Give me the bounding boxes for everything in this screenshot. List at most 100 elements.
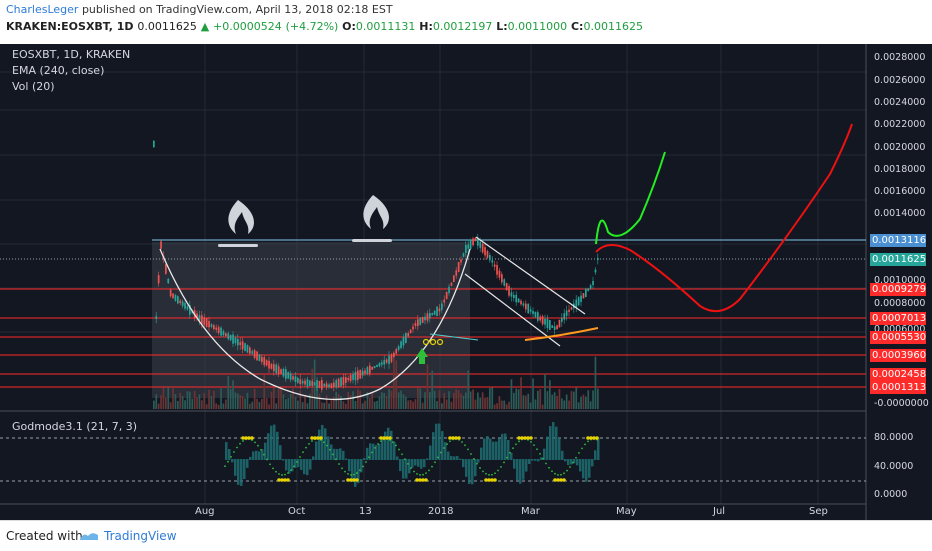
volume-bar xyxy=(186,391,189,409)
osc-bar xyxy=(234,459,237,476)
osc-bar xyxy=(582,459,585,479)
volume-bar xyxy=(597,388,599,409)
osc-point xyxy=(278,473,280,475)
osc-point xyxy=(530,441,532,443)
candle-body xyxy=(234,337,237,344)
chart-canvas[interactable] xyxy=(0,44,932,520)
osc-point xyxy=(563,472,565,475)
candle-body xyxy=(277,366,280,375)
volume-bar xyxy=(160,394,162,409)
candle-body xyxy=(539,316,542,321)
tradingview-link[interactable]: TradingView xyxy=(104,529,177,543)
osc-signal-dot xyxy=(382,436,386,440)
volume-bar xyxy=(489,388,491,409)
osc-point xyxy=(395,444,397,447)
candle-body xyxy=(354,371,357,381)
volume-bar xyxy=(366,392,369,409)
osc-point xyxy=(287,472,289,474)
legend-vol: Vol (20) xyxy=(12,80,55,93)
volume-bar xyxy=(395,360,398,409)
osc-bar xyxy=(414,459,417,466)
candle-body xyxy=(232,334,234,344)
osc-signal-dot xyxy=(520,436,524,440)
candle-body xyxy=(592,280,594,286)
volume-bar xyxy=(496,403,498,409)
volume-bar xyxy=(385,395,388,409)
candle-body xyxy=(174,294,177,301)
volume-bar xyxy=(325,395,328,409)
osc-point xyxy=(584,443,586,446)
candle-body xyxy=(258,354,261,361)
price-tick: 0.0018000 xyxy=(874,164,926,175)
osc-bar xyxy=(465,459,468,477)
osc-point xyxy=(482,470,484,473)
candle-body xyxy=(330,383,333,389)
osc-bar xyxy=(405,459,408,479)
candle-body xyxy=(527,303,530,314)
candle-body xyxy=(376,364,378,367)
candle-body xyxy=(323,384,326,387)
osc-point xyxy=(296,460,298,463)
volume-bar xyxy=(546,391,549,409)
osc-bar xyxy=(264,442,267,460)
candle-body xyxy=(457,262,460,272)
volume-bar xyxy=(376,400,378,409)
candle-body xyxy=(381,362,383,365)
osc-point xyxy=(443,447,445,449)
osc-point xyxy=(506,456,508,459)
candle-body xyxy=(282,368,285,377)
candle-body xyxy=(369,365,371,374)
candle-body xyxy=(419,317,422,325)
osc-bar xyxy=(534,459,537,461)
candle-body xyxy=(534,311,537,318)
volume-bar xyxy=(532,378,534,409)
candle-body xyxy=(275,364,278,374)
price-label: 0.0007013 xyxy=(870,312,927,325)
candle-body xyxy=(409,329,412,333)
osc-signal-dot xyxy=(319,436,323,440)
candle-body xyxy=(474,237,477,242)
volume-bar xyxy=(246,392,249,409)
osc-bar xyxy=(261,449,264,460)
candle-body xyxy=(546,318,549,328)
candle-body xyxy=(285,369,287,379)
osc-signal-dot xyxy=(457,436,461,440)
osc-signal-dot xyxy=(247,436,251,440)
up-arrow-icon: ▲ xyxy=(200,20,210,33)
volume-bar xyxy=(234,392,237,409)
volume-bar xyxy=(424,392,426,409)
candle-body xyxy=(270,363,273,369)
osc-point xyxy=(338,463,340,465)
osc-bar xyxy=(585,459,588,482)
osc-signal-dot xyxy=(586,436,590,440)
osc-point xyxy=(431,465,433,468)
osc-bar xyxy=(378,443,381,460)
candle-body xyxy=(301,381,304,384)
volume-bar xyxy=(388,388,390,409)
channel-lower xyxy=(464,273,561,347)
volume-bar xyxy=(205,404,208,409)
osc-bar xyxy=(501,433,504,460)
candle-body xyxy=(501,274,503,283)
candle-body xyxy=(407,333,410,337)
osc-bar xyxy=(315,441,318,460)
osc-signal-dot xyxy=(559,478,563,482)
price-label: 0.0002458 xyxy=(870,368,927,381)
chart-area[interactable]: EOSXBT, 1D, KRAKEN EMA (240, close) Vol … xyxy=(0,44,932,520)
candle-body xyxy=(529,309,532,312)
osc-bar xyxy=(516,459,519,480)
candle-body xyxy=(349,375,352,382)
candle-body xyxy=(244,343,246,351)
author-link[interactable]: CharlesLeger xyxy=(6,3,79,16)
osc-bar xyxy=(258,451,261,460)
candle-body xyxy=(237,338,239,346)
volume-bar xyxy=(426,364,429,409)
osc-bar xyxy=(255,450,258,460)
volume-bar xyxy=(517,389,520,409)
volume-bar xyxy=(318,393,321,409)
osc-point xyxy=(491,473,493,476)
volume-bar xyxy=(443,392,446,409)
candle-body xyxy=(361,370,364,376)
volume-bar xyxy=(213,390,215,409)
volume-bar xyxy=(448,391,450,409)
